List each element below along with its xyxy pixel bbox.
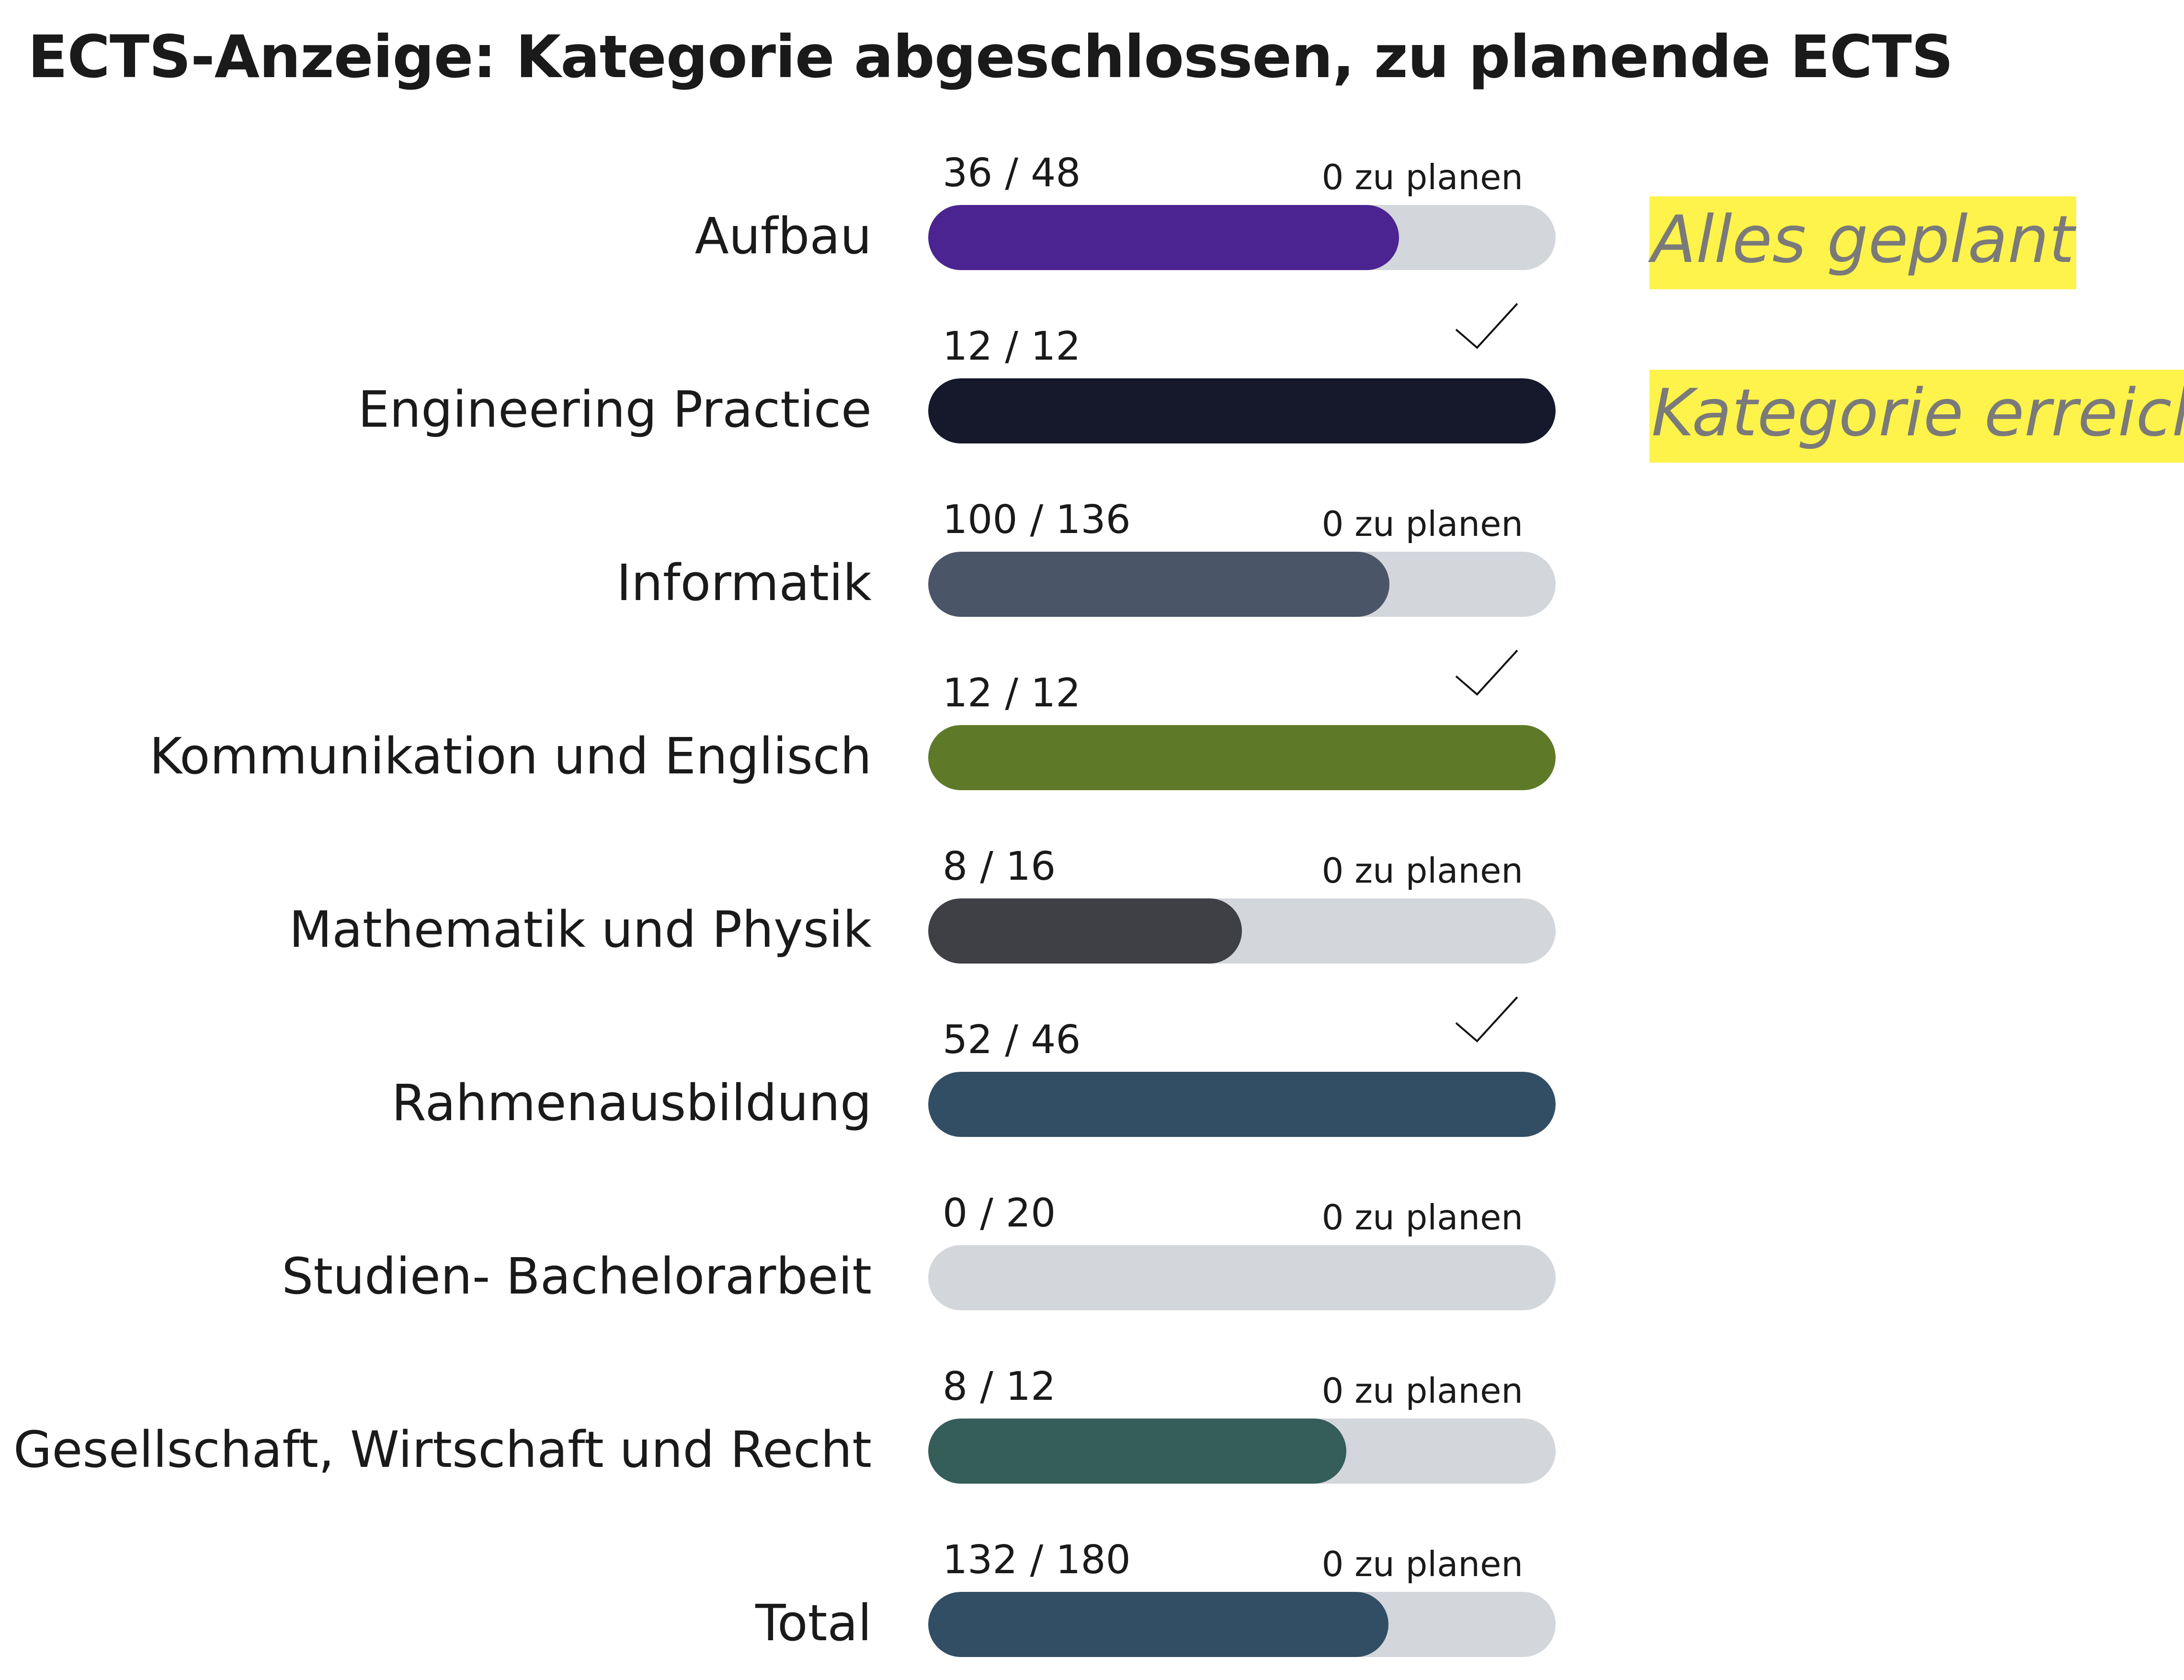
to-plan-status: 0 zu planen (1321, 157, 1523, 197)
category-row: Informatik 100 / 136 0 zu planen (0, 490, 1628, 634)
progress-fill (928, 378, 1556, 443)
to-plan-status: 0 zu planen (1321, 1544, 1523, 1584)
category-label: Studien- Bachelorarbeit (282, 1247, 872, 1305)
legend-category-reached: Kategorie erreicht (1649, 370, 2184, 463)
progress-track (928, 1245, 1556, 1310)
ects-ratio: 100 / 136 (943, 497, 1131, 543)
category-row: Kommunikation und Englisch 12 / 12 (0, 649, 1628, 807)
to-plan-status: 0 zu planen (1321, 1197, 1523, 1237)
category-label: Gesellschaft, Wirtschaft und Recht (13, 1420, 872, 1479)
category-row: Rahmenausbildung 52 / 46 (0, 996, 1628, 1154)
ects-ratio: 12 / 12 (943, 670, 1081, 716)
ects-ratio: 12 / 12 (943, 324, 1081, 369)
to-plan-status: 0 zu planen (1321, 504, 1523, 544)
category-row: Total 132 / 180 0 zu planen (0, 1531, 1628, 1674)
progress-track (928, 1419, 1556, 1484)
category-label: Rahmenausbildung (391, 1074, 872, 1132)
progress-fill (928, 552, 1390, 617)
category-label: Mathematik und Physik (289, 900, 872, 959)
progress-track (928, 205, 1556, 270)
checkmark-icon (1455, 649, 1518, 696)
category-label: Engineering Practice (358, 380, 872, 439)
progress-track (928, 1072, 1556, 1137)
progress-fill (928, 1072, 1556, 1137)
progress-fill (928, 725, 1556, 790)
progress-track (928, 725, 1556, 790)
progress-track (928, 552, 1556, 617)
category-row: Studien- Bachelorarbeit 0 / 20 0 zu planen (0, 1184, 1628, 1328)
progress-track (928, 378, 1556, 443)
ects-ratio: 36 / 48 (943, 150, 1081, 196)
checkmark-icon (1455, 303, 1518, 349)
progress-fill (928, 205, 1399, 270)
category-row: Engineering Practice 12 / 12 (0, 303, 1628, 461)
category-row: Gesellschaft, Wirtschaft und Recht 8 / 12… (0, 1357, 1628, 1501)
category-label: Total (755, 1594, 872, 1652)
to-plan-status: 0 zu planen (1321, 851, 1523, 891)
progress-fill (928, 898, 1242, 964)
progress-fill (928, 1592, 1388, 1657)
ects-ratio: 8 / 16 (943, 844, 1056, 889)
category-row: Aufbau 36 / 48 0 zu planen (0, 144, 1628, 287)
category-label: Aufbau (694, 207, 872, 265)
legend-all-planned: Alles geplant (1649, 196, 2077, 289)
checkmark-icon (1455, 996, 1518, 1043)
category-label: Kommunikation und Englisch (149, 727, 872, 785)
category-row: Mathematik und Physik 8 / 16 0 zu planen (0, 837, 1628, 981)
page-title: ECTS-Anzeige: Kategorie abgeschlossen, z… (28, 23, 1954, 91)
to-plan-status: 0 zu planen (1321, 1371, 1523, 1411)
progress-track (928, 1592, 1556, 1657)
ects-ratio: 132 / 180 (943, 1537, 1131, 1583)
ects-ratio: 0 / 20 (943, 1191, 1056, 1236)
progress-track (928, 898, 1556, 964)
ects-ratio: 52 / 46 (943, 1017, 1081, 1063)
progress-fill (928, 1419, 1347, 1484)
ects-ratio: 8 / 12 (943, 1364, 1056, 1409)
category-label: Informatik (616, 554, 872, 612)
